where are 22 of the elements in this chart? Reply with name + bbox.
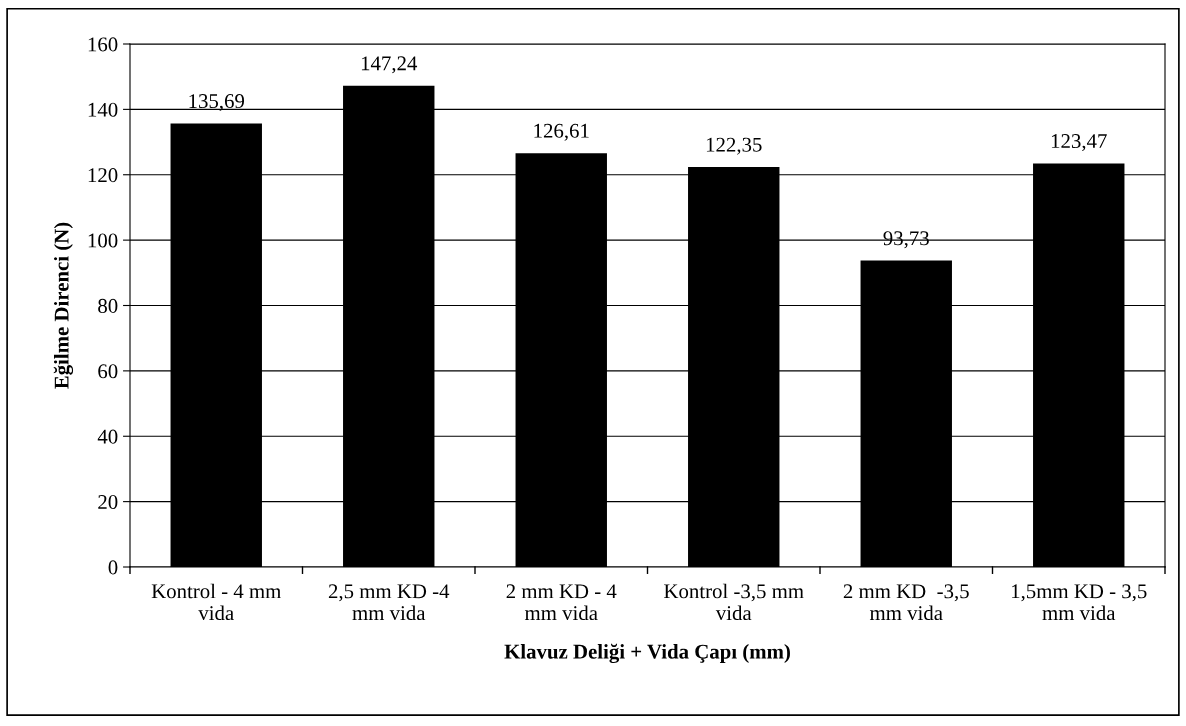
data-label: 126,61	[534, 123, 589, 141]
y-tick-label: 60	[98, 364, 118, 379]
x-tick-label: 2,5 mm KD -4 mm vida	[328, 584, 450, 621]
x-tick-label: 1,5mm KD - 3,5 mm vida	[1012, 584, 1147, 621]
y-tick-label: 80	[98, 298, 118, 313]
data-label: 147,24	[361, 56, 418, 74]
x-tick-label: 2 mm KD -3,5 mm vida	[843, 584, 969, 621]
y-tick-label: 120	[88, 168, 118, 183]
y-tick-label: 160	[88, 37, 118, 52]
y-axis-title: Eğilme Direnci (N)	[53, 222, 74, 389]
x-tick-label: 2 mm KD - 4 mm vida	[506, 584, 617, 621]
data-label: 135,69	[189, 94, 245, 112]
y-tick-label: 100	[88, 233, 118, 248]
x-axis-title: Klavuz Deliği + Vida Çapı (mm)	[504, 643, 790, 664]
y-tick-label: 20	[98, 495, 118, 510]
y-tick-label: 0	[108, 560, 118, 575]
y-tick-label: 40	[97, 429, 118, 444]
data-label: 123,47	[1051, 134, 1107, 152]
x-tick-label: Kontrol -3,5 mm vida	[664, 583, 804, 621]
y-tick-label: 140	[88, 102, 118, 117]
x-tick-label: Kontrol - 4 mm vida	[151, 583, 282, 621]
data-label: 122,35	[706, 137, 762, 155]
